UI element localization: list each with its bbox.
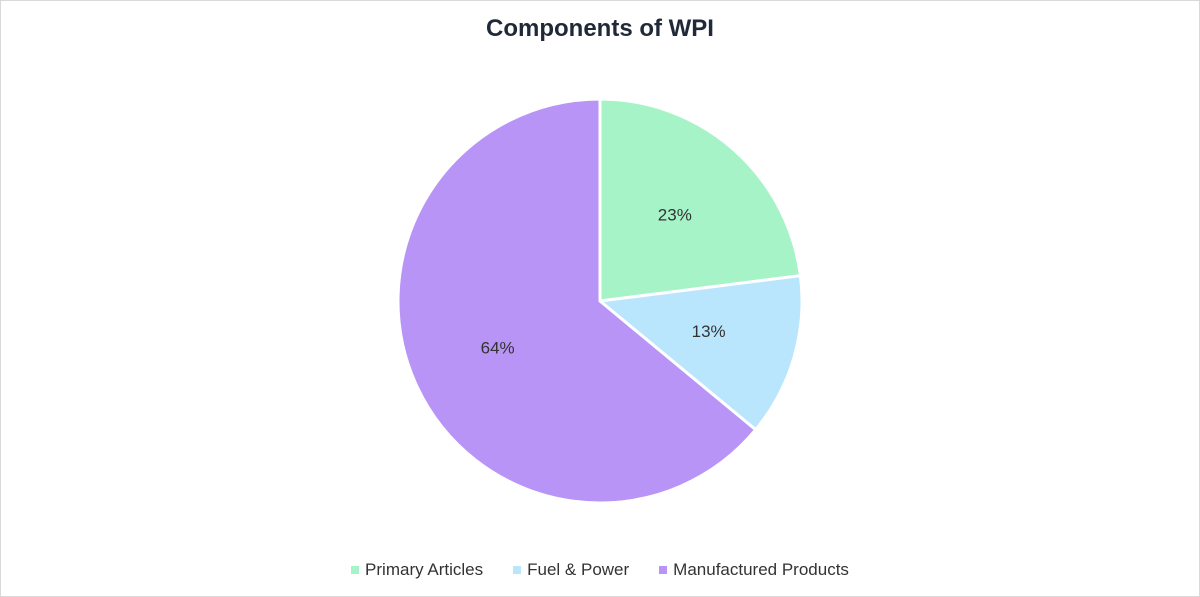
data-label-manufactured-products: 64% — [481, 339, 515, 358]
data-label-fuel-power: 13% — [692, 322, 726, 341]
legend-label-primary-articles: Primary Articles — [365, 560, 484, 579]
legend-item-fuel-power[interactable]: Fuel & Power — [513, 560, 629, 580]
legend-item-primary-articles[interactable]: Primary Articles — [351, 560, 483, 580]
legend-label-manufactured-products: Manufactured Products — [673, 560, 849, 579]
legend-swatch-manufactured-products — [659, 566, 668, 574]
legend-swatch-fuel-power — [513, 566, 522, 574]
pie-slice-manufactured-products[interactable] — [396, 97, 758, 505]
pie-slice-primary-articles[interactable] — [598, 97, 803, 303]
legend-swatch-primary-articles — [351, 566, 360, 574]
pie-slice-fuel-power[interactable] — [596, 274, 804, 432]
legend-item-manufactured-products[interactable]: Manufactured Products — [659, 560, 849, 580]
data-label-primary-articles: 23% — [658, 206, 692, 225]
chart-title: Components of WPI — [486, 15, 714, 42]
legend-label-fuel-power: Fuel & Power — [527, 560, 630, 579]
legend: Primary Articles Fuel & Power Manufactured… — [1, 560, 1199, 580]
